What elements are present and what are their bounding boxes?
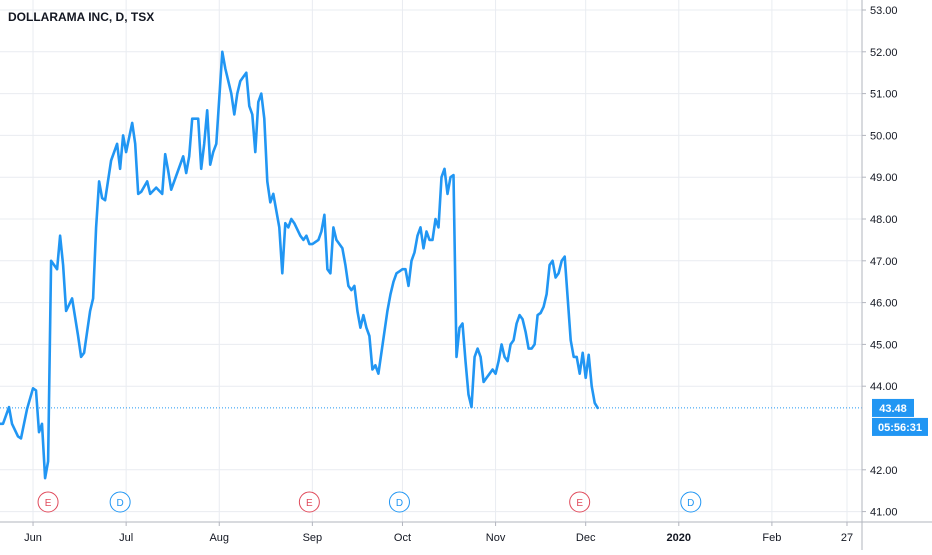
x-tick-label: Aug [209, 532, 229, 544]
y-tick-label: 49.00 [870, 172, 898, 184]
countdown-badge: 05:56:31 [872, 418, 928, 436]
event-marker-letter: D [117, 498, 124, 509]
event-marker-earnings[interactable]: E [570, 492, 590, 512]
event-marker-dividend[interactable]: D [389, 492, 409, 512]
y-tick-label: 50.00 [870, 130, 898, 142]
last-price-badge: 43.48 [872, 399, 914, 417]
grid-layer [0, 0, 862, 522]
event-marker-earnings[interactable]: E [38, 492, 58, 512]
x-tick-label: Dec [576, 532, 596, 544]
event-marker-letter: E [45, 498, 52, 509]
event-marker-letter: D [687, 498, 694, 509]
y-tick-label: 42.00 [870, 465, 898, 477]
last-price-value: 43.48 [879, 403, 907, 415]
y-tick-label: 52.00 [870, 47, 898, 59]
x-tick-label: Oct [394, 532, 411, 544]
y-tick-label: 53.00 [870, 5, 898, 17]
x-tick-label: Feb [762, 532, 781, 544]
event-marker-letter: D [396, 498, 403, 509]
y-tick-label: 47.00 [870, 256, 898, 268]
event-marker-dividend[interactable]: D [681, 492, 701, 512]
y-tick-label: 46.00 [870, 298, 898, 310]
event-marker-earnings[interactable]: E [299, 492, 319, 512]
x-tick-label: Nov [486, 532, 506, 544]
event-marker-dividend[interactable]: D [110, 492, 130, 512]
chart-title: DOLLARAMA INC, D, TSX [8, 10, 154, 24]
x-tick-label: Sep [303, 532, 323, 544]
event-marker-letter: E [306, 498, 313, 509]
x-tick-label: Jun [24, 532, 42, 544]
y-tick-label: 45.00 [870, 339, 898, 351]
countdown-value: 05:56:31 [878, 422, 922, 434]
y-tick-label: 44.00 [870, 381, 898, 393]
event-marker-letter: E [576, 498, 583, 509]
y-tick-label: 48.00 [870, 214, 898, 226]
x-tick-label: 27 [841, 532, 853, 544]
y-tick-label: 41.00 [870, 507, 898, 519]
x-tick-label: 2020 [667, 532, 691, 544]
series-layer [0, 52, 862, 478]
price-series-line[interactable] [0, 52, 598, 478]
y-tick-label: 51.00 [870, 89, 898, 101]
x-tick-label: Jul [119, 532, 133, 544]
